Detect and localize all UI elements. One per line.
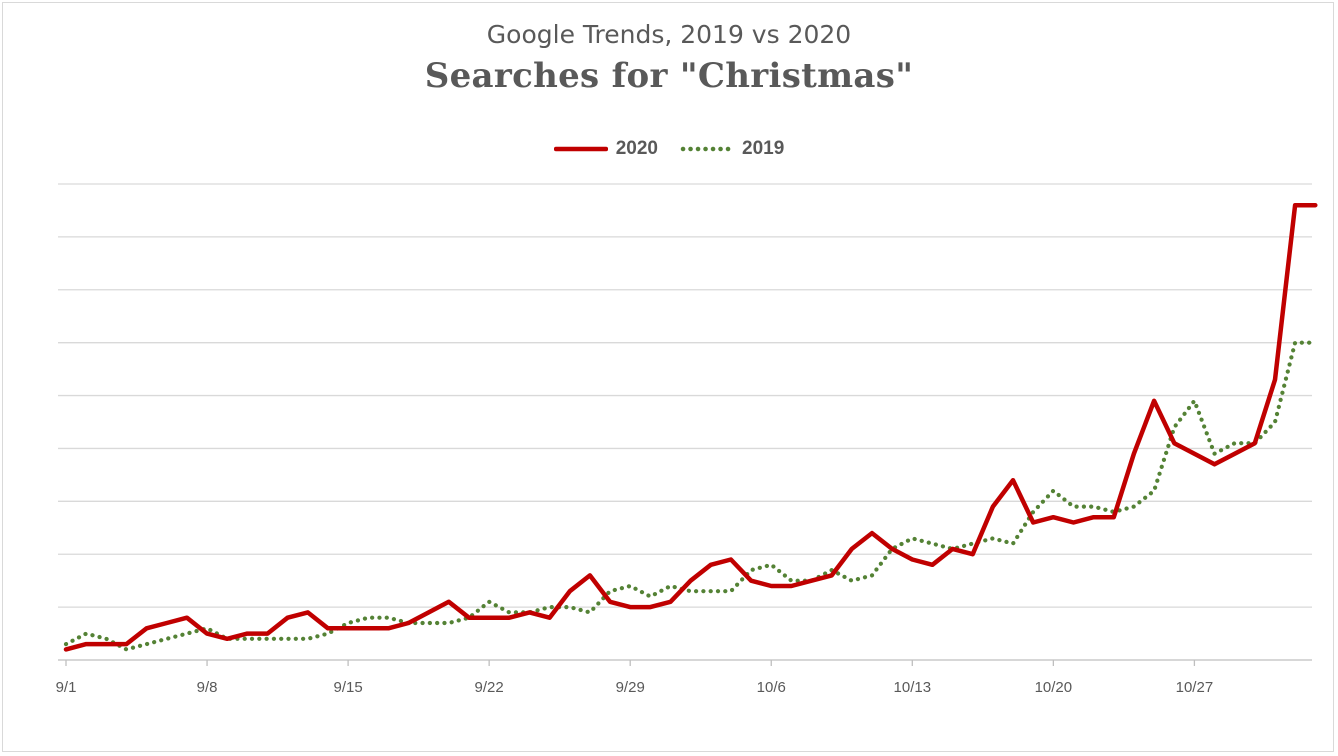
x-tick-label: 10/13 (894, 679, 932, 696)
x-tick-label: 9/15 (333, 679, 362, 696)
x-tick-label: 10/20 (1035, 679, 1073, 696)
legend-swatch-2020 (553, 146, 608, 152)
x-tick-label: 9/29 (616, 679, 645, 696)
series-line-2020 (63, 202, 1318, 652)
chart-title: Searches for "Christmas" (424, 56, 914, 96)
legend-item-2019: 2019 (680, 138, 784, 160)
x-tick-label: 9/22 (475, 679, 504, 696)
series-line-2019 (63, 340, 1318, 652)
x-tick-label: 10/27 (1176, 679, 1214, 696)
x-tick-label: 10/6 (757, 679, 786, 696)
chart-subtitle: Google Trends, 2019 vs 2020 (486, 20, 852, 49)
legend-swatch-2019 (680, 146, 734, 152)
legend-label-2020: 2020 (615, 138, 658, 159)
legend: 2020 2019 (0, 138, 1338, 160)
x-tick-label: 9/1 (56, 679, 77, 696)
legend-item-2020: 2020 (553, 138, 658, 160)
legend-label-2019: 2019 (742, 138, 785, 159)
x-tick-label: 9/8 (197, 679, 218, 696)
